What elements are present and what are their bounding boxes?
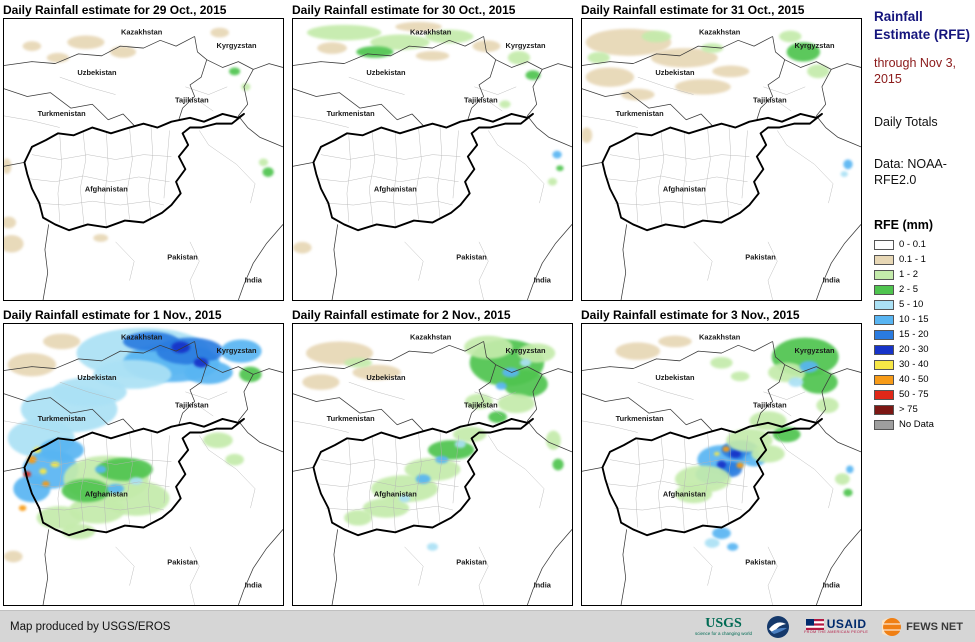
legend-swatch <box>874 314 894 325</box>
usaid-flag-icon <box>805 618 824 630</box>
map-panel: Daily Rainfall estimate for 29 Oct., 201… <box>0 0 289 305</box>
map-title: Daily Rainfall estimate for 31 Oct., 201… <box>581 3 805 17</box>
legend-entry: 30 - 40 <box>874 357 971 372</box>
noaa-logo-icon <box>767 615 790 638</box>
usaid-logo: USAID FROM THE AMERICAN PEOPLE <box>804 618 868 635</box>
map-credit: Map produced by USGS/EROS <box>10 620 171 633</box>
map-canvas <box>581 18 862 301</box>
map-panel: Daily Rainfall estimate for 1 Nov., 2015 <box>0 305 289 610</box>
legend-swatch <box>874 329 894 340</box>
legend-label: > 75 <box>899 404 918 416</box>
legend-entry: 50 - 75 <box>874 387 971 402</box>
rainfall-map-30-oct <box>293 19 572 300</box>
map-panel: Daily Rainfall estimate for 2 Nov., 2015 <box>289 305 578 610</box>
map-panel: Daily Rainfall estimate for 30 Oct., 201… <box>289 0 578 305</box>
legend-swatch <box>874 284 894 295</box>
legend-title: RFE (mm) <box>874 218 934 233</box>
map-grid: Daily Rainfall estimate for 29 Oct., 201… <box>0 0 867 610</box>
rainfall-map-3-nov <box>582 324 861 605</box>
legend-swatch <box>874 239 894 250</box>
legend-entry: No Data <box>874 417 971 432</box>
legend-label: 0.1 - 1 <box>899 254 926 266</box>
legend-label: 50 - 75 <box>899 389 929 401</box>
fewsnet-logo: FEWS NET <box>882 617 963 637</box>
legend-swatch <box>874 299 894 310</box>
sidebar-subtitle: through Nov 3, 2015 <box>874 56 956 87</box>
legend-label: 30 - 40 <box>899 359 929 371</box>
legend-swatch <box>874 419 894 430</box>
map-title: Daily Rainfall estimate for 1 Nov., 2015 <box>3 308 222 322</box>
daily-totals-label: Daily Totals <box>874 114 938 129</box>
sidebar-title: Rainfall Estimate (RFE) <box>874 9 971 42</box>
legend-entry: 10 - 15 <box>874 312 971 327</box>
legend-swatch <box>874 389 894 400</box>
legend-label: 40 - 50 <box>899 374 929 386</box>
usaid-logo-text: USAID <box>826 617 867 632</box>
map-canvas <box>3 323 284 606</box>
fewsnet-globe-icon <box>882 617 902 636</box>
rainfall-map-2-nov <box>293 324 572 605</box>
rainfall-map-29-oct <box>4 19 283 300</box>
usgs-logo: USGS science for a changing world <box>695 615 753 637</box>
legend-swatch <box>874 344 894 355</box>
map-canvas <box>292 323 573 606</box>
usaid-tagline: FROM THE AMERICAN PEOPLE <box>804 630 869 635</box>
legend-entry: 0.1 - 1 <box>874 252 971 267</box>
legend-swatch <box>874 269 894 280</box>
legend-label: 10 - 15 <box>899 314 929 326</box>
fewsnet-logo-text: FEWS NET <box>906 620 963 633</box>
map-title: Daily Rainfall estimate for 3 Nov., 2015 <box>581 308 800 322</box>
map-title: Daily Rainfall estimate for 29 Oct., 201… <box>3 3 227 17</box>
legend-entry: > 75 <box>874 402 971 417</box>
legend-label: 0 - 0.1 <box>899 239 926 251</box>
legend-label: 20 - 30 <box>899 344 929 356</box>
map-panel: Daily Rainfall estimate for 31 Oct., 201… <box>578 0 867 305</box>
legend-entry: 2 - 5 <box>874 282 971 297</box>
legend-entry: 15 - 20 <box>874 327 971 342</box>
data-source-label: Data: NOAA-RFE2.0 <box>874 156 947 188</box>
legend-label: No Data <box>899 419 934 431</box>
legend-swatch <box>874 374 894 385</box>
legend-entry: 0 - 0.1 <box>874 237 971 252</box>
legend-swatch <box>874 254 894 265</box>
legend-entry: 1 - 2 <box>874 267 971 282</box>
map-title: Daily Rainfall estimate for 2 Nov., 2015 <box>292 308 511 322</box>
map-canvas <box>3 18 284 301</box>
legend-entry: 20 - 30 <box>874 342 971 357</box>
map-title: Daily Rainfall estimate for 30 Oct., 201… <box>292 3 516 17</box>
sidebar: Rainfall Estimate (RFE) through Nov 3, 2… <box>867 0 975 610</box>
usgs-tagline: science for a changing world <box>695 630 753 636</box>
legend-label: 15 - 20 <box>899 329 929 341</box>
footer-bar: Map produced by USGS/EROS USGS science f… <box>0 610 975 642</box>
usgs-logo-text: USGS <box>705 615 742 631</box>
legend-entry: 5 - 10 <box>874 297 971 312</box>
legend-swatch <box>874 404 894 415</box>
rainfall-map-1-nov <box>4 324 283 605</box>
legend-entry: 40 - 50 <box>874 372 971 387</box>
rainfall-map-31-oct <box>582 19 861 300</box>
legend-label: 5 - 10 <box>899 299 924 311</box>
footer-logos: USGS science for a changing world <box>695 615 975 639</box>
map-panel: Daily Rainfall estimate for 3 Nov., 2015 <box>578 305 867 610</box>
legend-label: 2 - 5 <box>899 284 919 296</box>
legend-swatch <box>874 359 894 370</box>
legend-label: 1 - 2 <box>899 269 919 281</box>
legend-entries: 0 - 0.1 0.1 - 1 1 - 2 2 - 5 5 - 10 10 - 15 15 … <box>874 237 971 432</box>
map-canvas <box>292 18 573 301</box>
map-canvas <box>581 323 862 606</box>
